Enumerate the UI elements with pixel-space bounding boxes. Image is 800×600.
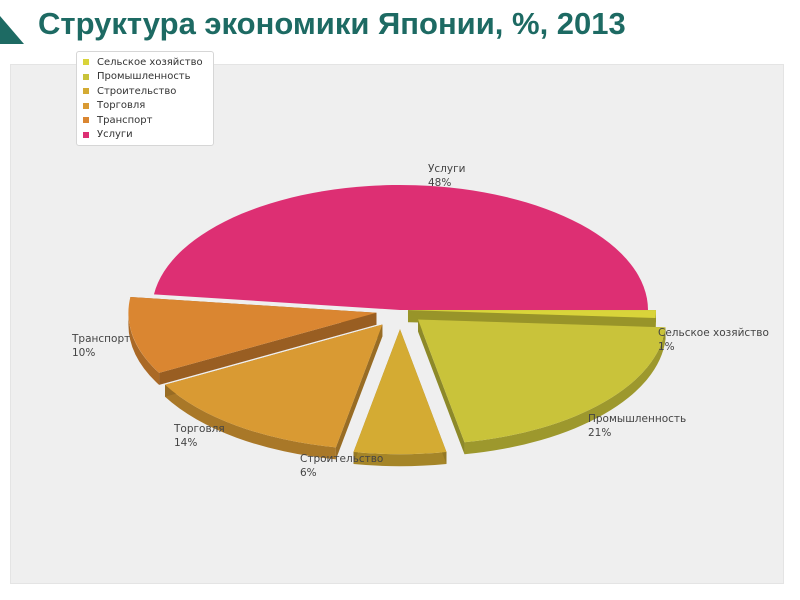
slice-3-side [353, 451, 447, 467]
slice-5-edge [159, 312, 377, 385]
legend-label: Услуги [97, 129, 133, 141]
legend-item-2: Промышленность [83, 70, 203, 85]
slice-label: Строительство 6% [300, 453, 383, 479]
legend-swatch [83, 131, 89, 138]
slice-2-edge [418, 319, 465, 455]
legend-label: Транспорт [97, 114, 153, 126]
slice-2-side [464, 327, 666, 455]
legend-label: Торговля [97, 100, 146, 112]
slice-1-edge [407, 310, 656, 330]
legend-swatch [83, 102, 89, 109]
slice-4-side [165, 384, 336, 460]
legend-item-5: Транспорт [83, 113, 203, 128]
corner-triangle-icon [0, 16, 24, 44]
slice-2 [418, 319, 666, 443]
page-title: Структура экономики Японии, %, 2013 [38, 6, 626, 41]
legend-label: Промышленность [97, 71, 191, 83]
legend-item-3: Строительство [83, 84, 203, 99]
slice-label: Услуги 48% [428, 163, 465, 189]
slice-1 [407, 310, 656, 318]
slice-5 [128, 297, 377, 373]
legend-swatch [83, 73, 89, 80]
chart-legend: Сельское хозяйство Промышленность Строител… [76, 51, 214, 146]
slice-label: Сельское хозяйство 1% [658, 327, 769, 353]
slice-5-side [128, 312, 160, 385]
slice-4 [165, 324, 383, 448]
slice-6 [153, 185, 648, 310]
legend-swatch [83, 59, 89, 66]
slice-label: Транспорт 10% [71, 333, 130, 359]
slice-4-edge [335, 324, 383, 460]
slice-3 [353, 329, 447, 455]
legend-item-1: Сельское хозяйство [83, 55, 203, 70]
legend-label: Строительство [97, 85, 177, 97]
slice-label: Промышленность 21% [588, 413, 686, 439]
legend-label: Сельское хозяйство [97, 56, 203, 68]
legend-swatch [83, 88, 89, 95]
legend-swatch [83, 117, 89, 124]
slice-label: Торговля 14% [173, 423, 225, 449]
legend-item-4: Торговля [83, 99, 203, 114]
legend-item-6: Услуги [83, 128, 203, 143]
